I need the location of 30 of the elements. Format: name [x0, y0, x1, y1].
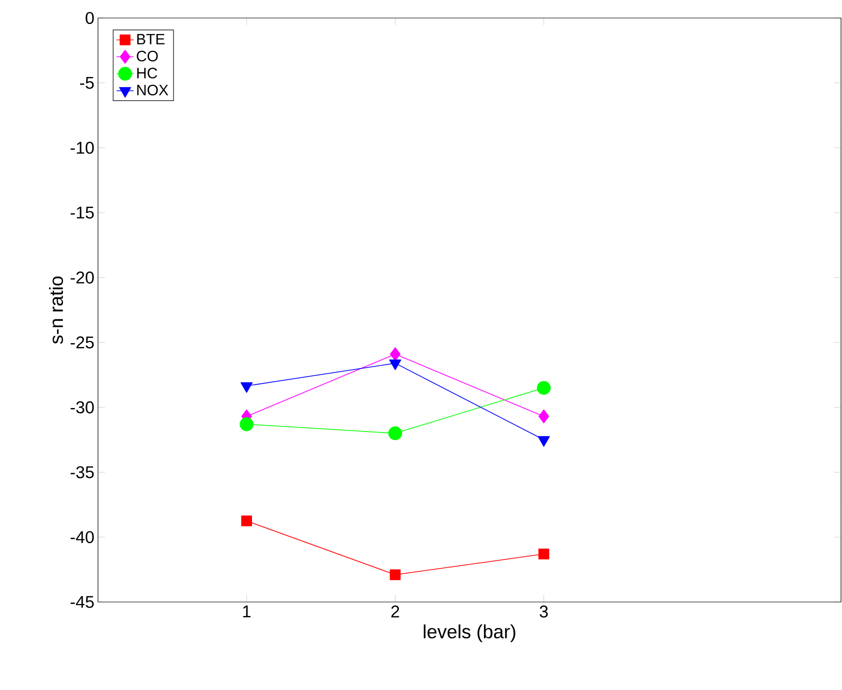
legend-label: CO — [136, 50, 158, 62]
point — [390, 569, 401, 580]
y-tick-label: -20 — [70, 272, 94, 284]
legend-label: BTE — [137, 34, 165, 44]
legend-label: NOX — [137, 84, 168, 96]
y-tick-label: 0 — [86, 12, 94, 24]
point — [389, 360, 402, 370]
x-tick-label: 3 — [540, 606, 548, 618]
y-tick-label: -25 — [70, 336, 94, 348]
point — [538, 436, 550, 447]
point — [536, 380, 551, 395]
y-tick-label: -30 — [70, 401, 94, 414]
y-tick-label: -10 — [70, 142, 94, 154]
point — [390, 347, 400, 362]
x-tick-label: 2 — [391, 606, 400, 618]
y-tick-label: -15 — [70, 206, 94, 219]
x-tick-label: 1 — [243, 606, 250, 618]
point — [241, 515, 252, 526]
y-tick-label: -5 — [80, 76, 94, 89]
legend-label: HC — [137, 68, 158, 78]
y-tick-label: -45 — [70, 596, 94, 608]
point — [388, 426, 402, 440]
point — [240, 382, 253, 393]
y-tick-label: -40 — [70, 531, 94, 544]
point — [538, 410, 550, 424]
point — [538, 548, 550, 560]
point — [240, 417, 254, 432]
y-tick-label: -35 — [70, 466, 94, 478]
x-axis-title: levels (bar) — [424, 624, 516, 642]
y-axis-title: s-n ratio — [49, 276, 64, 344]
